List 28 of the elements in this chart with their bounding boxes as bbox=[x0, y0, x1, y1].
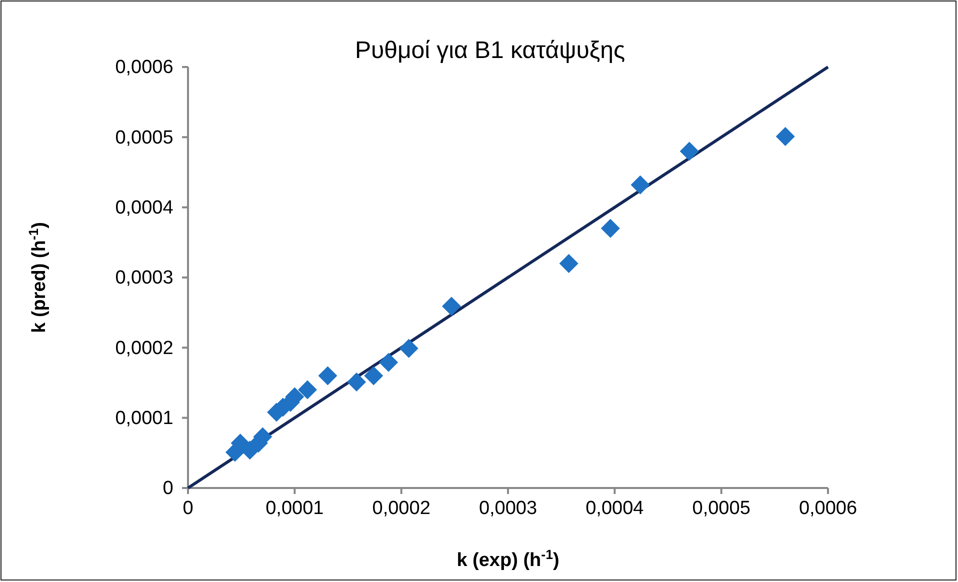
y-tick-label: 0,0002 bbox=[115, 338, 174, 359]
x-tick-label: 0,0006 bbox=[798, 498, 858, 520]
x-axis-title: k (exp) (h$^{-1}$) bbox=[456, 546, 560, 571]
x-tick-label: 0,0001 bbox=[266, 498, 324, 520]
y-tick-label: 0,0005 bbox=[115, 127, 174, 148]
point bbox=[680, 142, 699, 161]
point bbox=[600, 218, 620, 238]
x-tick-label: 0,0003 bbox=[478, 498, 538, 520]
y-tick-label: 0,0003 bbox=[115, 268, 174, 289]
point bbox=[442, 296, 461, 316]
x-tick-label: 0 bbox=[182, 498, 194, 520]
y-tick-label: 0,0006 bbox=[115, 57, 174, 78]
y-tick-label: 0,0004 bbox=[115, 197, 174, 218]
point bbox=[399, 338, 418, 358]
x-tick-label: 0,0002 bbox=[372, 498, 430, 520]
y-tick-label: 0 bbox=[162, 478, 174, 500]
point bbox=[630, 175, 650, 194]
point bbox=[318, 366, 338, 386]
x-tick-label: 0,0005 bbox=[692, 498, 750, 520]
point bbox=[776, 126, 795, 146]
point bbox=[379, 352, 398, 372]
point bbox=[364, 366, 384, 386]
point bbox=[559, 254, 578, 273]
point bbox=[347, 372, 366, 392]
chart-title: Ρυθμοί για B1 κατάψυξης bbox=[354, 37, 626, 64]
x-tick-label: 0,0004 bbox=[586, 498, 644, 520]
y-tick-label: 0,0001 bbox=[115, 408, 174, 429]
point bbox=[298, 380, 317, 400]
